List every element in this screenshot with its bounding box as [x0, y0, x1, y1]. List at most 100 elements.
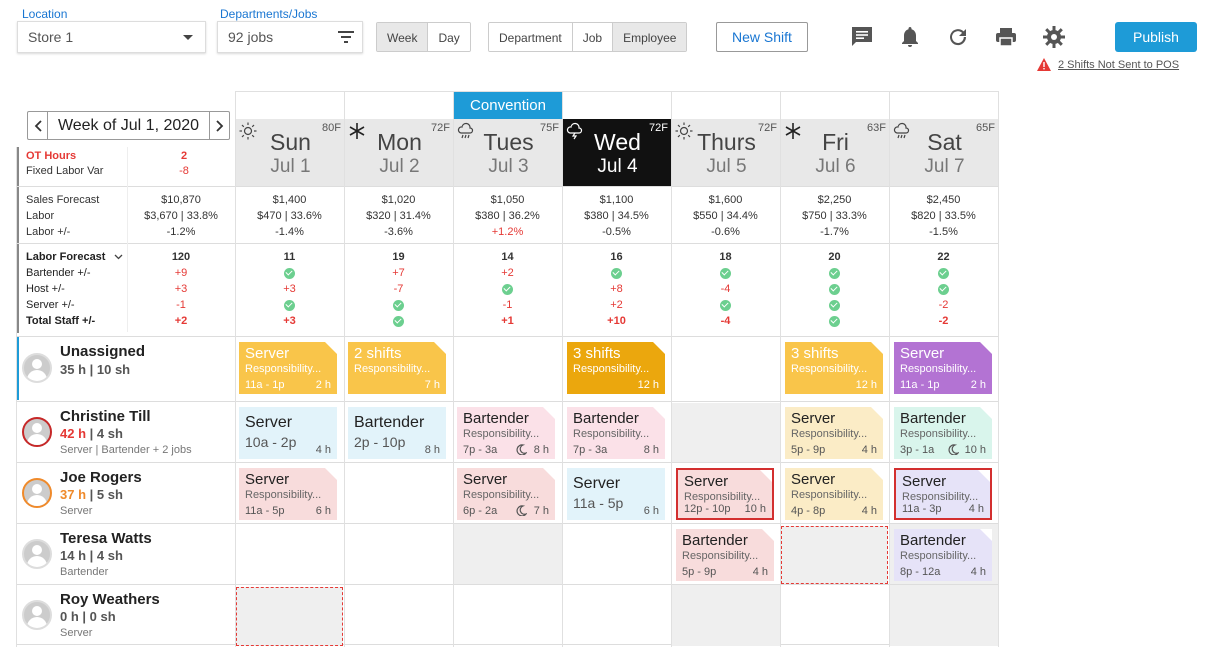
- day-name: Sat: [927, 129, 962, 155]
- shift-group-card[interactable]: 2 shifts Responsibility... 7 h: [348, 342, 446, 394]
- labor-value: $750 | 33.3%: [802, 210, 867, 222]
- forecast-ok: [344, 313, 453, 329]
- day-header-wed[interactable]: 72F Wed Jul 4: [563, 119, 672, 186]
- shift-resp: Responsibility...: [245, 363, 322, 375]
- labor-value: $550 | 34.4%: [693, 210, 758, 222]
- shift-card[interactable]: Server Responsibility... 11a - 1p 2 h: [239, 342, 337, 394]
- prev-week-button[interactable]: [28, 112, 48, 139]
- day-header-fri[interactable]: 63F Fri Jul 6: [781, 119, 890, 186]
- chat-icon[interactable]: [850, 25, 874, 49]
- week-navigator: Week of Jul 1, 2020: [27, 111, 230, 140]
- shift-time: 8p - 12a: [900, 566, 941, 578]
- shift-group-card[interactable]: 3 shifts Responsibility... 12 h: [785, 342, 883, 394]
- gear-icon[interactable]: [1042, 25, 1066, 49]
- shift-hours: 8 h: [424, 444, 440, 456]
- shift-title: Server: [900, 345, 945, 362]
- forecast-value: 120: [171, 251, 191, 263]
- shift-card[interactable]: Server Responsibility... 5p - 9p 4 h: [785, 407, 883, 459]
- shift-title: Server: [245, 414, 293, 431]
- forecast-ok: [671, 265, 780, 281]
- forecast-value: -1: [176, 299, 186, 311]
- rain-icon: [457, 122, 474, 139]
- shift-card[interactable]: Server Responsibility... 11a - 5p 6 h: [239, 468, 337, 520]
- day-date: Jul 4: [597, 156, 638, 177]
- sales-day-cell: $1,100 $380 | 34.5% -0.5%: [562, 192, 671, 240]
- shift-time: 6p - 2a: [463, 505, 498, 517]
- shift-title: Bartender: [573, 410, 639, 427]
- shift-card[interactable]: Bartender 2p - 10p 8 h: [348, 407, 446, 459]
- pos-warning[interactable]: 2 Shifts Not Sent to POS: [1037, 58, 1179, 71]
- day-date: Jul 1: [270, 156, 311, 177]
- view-day-button[interactable]: Day: [428, 23, 470, 51]
- shift-card[interactable]: Bartender Responsibility... 8p - 12a 4 h: [894, 529, 992, 581]
- shift-card[interactable]: Bartender Responsibility... 5p - 9p 4 h: [676, 529, 774, 581]
- moon-icon: [948, 444, 959, 455]
- shift-time: 2p - 10p: [354, 434, 406, 450]
- sales-total-value: $10,870: [161, 194, 201, 206]
- refresh-icon[interactable]: [946, 25, 970, 49]
- event-banner[interactable]: Convention: [454, 92, 562, 119]
- new-shift-button[interactable]: New Shift: [716, 22, 808, 52]
- departments-select[interactable]: 92 jobs: [217, 21, 363, 53]
- shift-card[interactable]: Server Responsibility... 11a - 1p 2 h: [894, 342, 992, 394]
- forecast-ok: [235, 265, 344, 281]
- forecast-day-cell: 20: [780, 249, 889, 329]
- shift-card-conflict[interactable]: Server Responsibility... 11a - 3p 4 h: [894, 468, 992, 520]
- conflict-cell[interactable]: [781, 526, 888, 584]
- moon-icon: [516, 505, 527, 516]
- check-icon: [284, 299, 295, 311]
- shift-hours: 12 h: [637, 379, 659, 391]
- day-date: Jul 5: [706, 156, 747, 177]
- shift-card[interactable]: Server Responsibility... 4p - 8p 4 h: [785, 468, 883, 520]
- employee-role: Server | Bartender + 2 jobs: [60, 444, 192, 456]
- departments-label: Departments/Jobs: [220, 7, 318, 21]
- shift-card[interactable]: Server 11a - 5p 6 h: [567, 468, 665, 520]
- forecast-value: -7: [393, 283, 404, 295]
- conflict-cell[interactable]: [236, 587, 343, 646]
- day-header-sat[interactable]: 65F Sat Jul 7: [890, 119, 999, 186]
- shift-card[interactable]: Bartender Responsibility... 7p - 3a 8 h: [567, 407, 665, 459]
- shift-resp: Responsibility...: [573, 363, 650, 375]
- shift-hours: 8 h: [643, 444, 659, 456]
- shift-hours: 2 h: [970, 379, 986, 391]
- day-name: Tues: [483, 129, 534, 155]
- day-header-sun[interactable]: 80F Sun Jul 1: [236, 119, 345, 186]
- sun-icon: [675, 122, 693, 140]
- view-week-button[interactable]: Week: [377, 23, 429, 51]
- shift-card[interactable]: Bartender Responsibility... 7p - 3a 8 h: [457, 407, 555, 459]
- shift-card[interactable]: Server Responsibility... 6p - 2a 7 h: [457, 468, 555, 520]
- group-employee-button[interactable]: Employee: [613, 23, 687, 51]
- publish-button[interactable]: Publish: [1115, 22, 1197, 52]
- forecast-value: +3: [174, 283, 188, 295]
- shift-title: Server: [463, 471, 508, 488]
- week-label: Week of Jul 1, 2020: [57, 116, 200, 134]
- fixed-label: Fixed Labor Var: [26, 165, 104, 177]
- labor-value: $380 | 34.5%: [584, 210, 649, 222]
- location-select[interactable]: Store 1: [17, 21, 206, 53]
- day-header-thurs[interactable]: 72F Thurs Jul 5: [672, 119, 781, 186]
- forecast-ok: [671, 297, 780, 313]
- group-toggle: Department Job Employee: [488, 22, 688, 52]
- group-department-button[interactable]: Department: [489, 23, 573, 51]
- day-header-tues[interactable]: 75F Tues Jul 3: [454, 119, 563, 186]
- shift-title: Bartender: [900, 410, 966, 427]
- shift-card[interactable]: Server 10a - 2p 4 h: [239, 407, 337, 459]
- shift-card[interactable]: Bartender Responsibility... 3p - 1a 10 h: [894, 407, 992, 459]
- shift-time: 11a - 5p: [573, 495, 624, 511]
- shift-group-card[interactable]: 3 shifts Responsibility... 12 h: [567, 342, 665, 394]
- bell-icon[interactable]: [898, 25, 922, 49]
- group-job-button[interactable]: Job: [572, 23, 614, 51]
- shift-hours: 6 h: [643, 505, 659, 517]
- shift-resp: Responsibility...: [354, 363, 431, 375]
- day-header-mon[interactable]: 72F Mon Jul 2: [345, 119, 454, 186]
- next-week-button[interactable]: [209, 112, 229, 139]
- avatar: [22, 600, 52, 630]
- labor-pm-total-value: -1.2%: [166, 226, 196, 238]
- shift-card-conflict[interactable]: Server Responsibility... 12p - 10p 10 h: [676, 468, 774, 520]
- check-icon: [938, 267, 949, 279]
- print-icon[interactable]: [994, 25, 1018, 49]
- moon-icon: [516, 444, 527, 455]
- chevron-down-icon[interactable]: [114, 254, 123, 260]
- check-icon: [829, 283, 840, 295]
- snow-icon: [349, 123, 365, 139]
